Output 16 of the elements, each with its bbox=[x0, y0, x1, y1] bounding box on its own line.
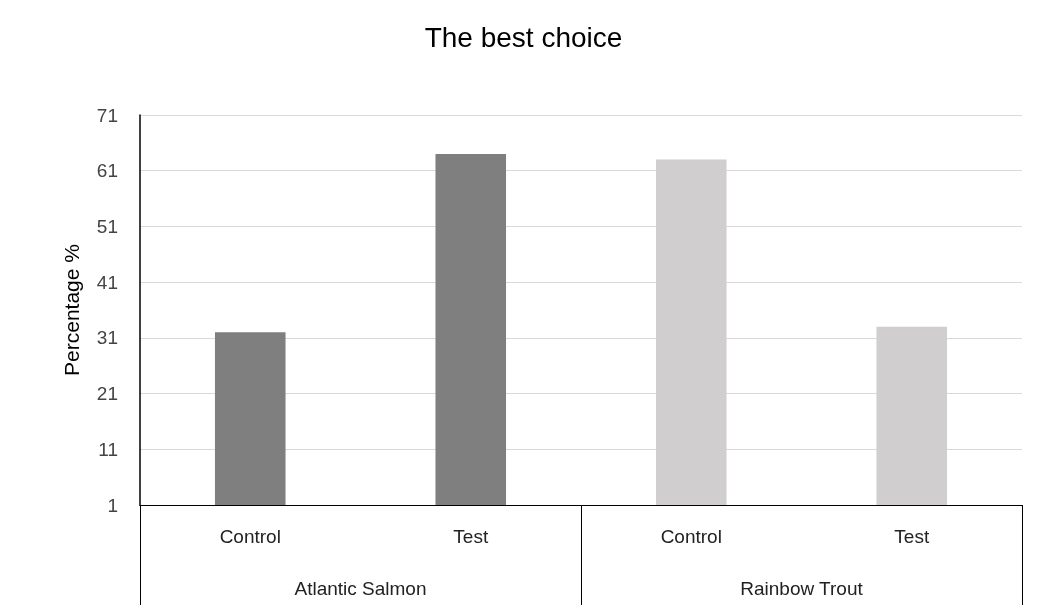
y-axis-title: Percentage % bbox=[60, 244, 83, 376]
y-tick-label: 51 bbox=[96, 215, 118, 237]
x-tick-label: Test bbox=[894, 526, 930, 547]
text: Rainbow Trout bbox=[740, 578, 864, 599]
y-tick-label: 21 bbox=[96, 383, 118, 405]
y-tick-label: 41 bbox=[96, 271, 118, 293]
y-tick-label: 11 bbox=[98, 438, 118, 460]
text: Atlantic Salmon bbox=[294, 578, 427, 599]
y-tick-label: 31 bbox=[96, 327, 118, 349]
x-tick-label: Control bbox=[660, 526, 722, 547]
x-tick-label: Test bbox=[453, 526, 489, 547]
x-tick-label: Control bbox=[219, 526, 281, 547]
y-tick-label: 71 bbox=[96, 104, 118, 126]
y-tick-label: 61 bbox=[96, 160, 118, 182]
chart-title: The best choice bbox=[424, 21, 623, 53]
y-tick-label: 1 bbox=[107, 494, 118, 516]
